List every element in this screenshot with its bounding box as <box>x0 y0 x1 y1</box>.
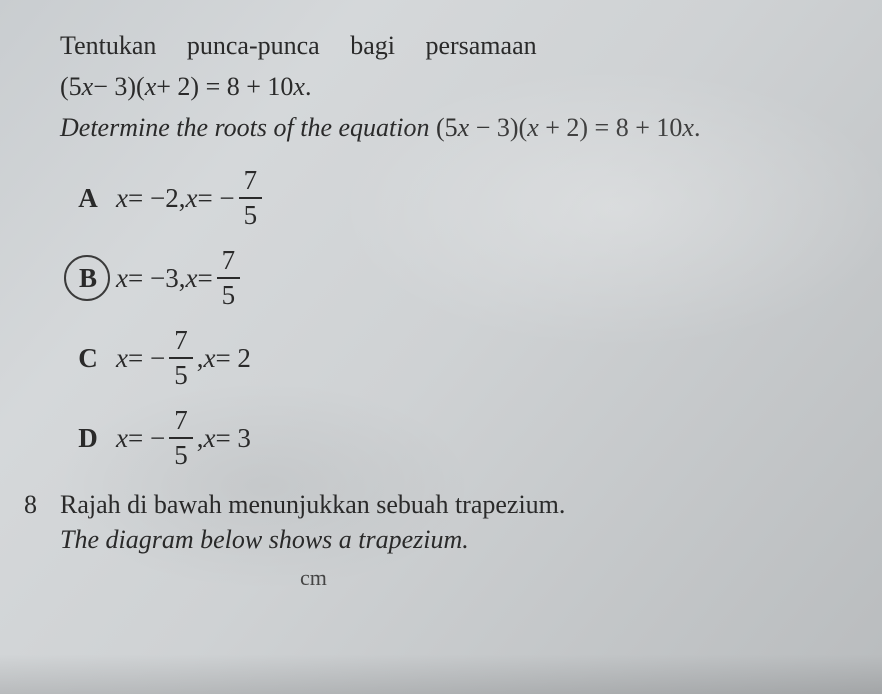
question-8-text: Rajah di bawah menunjukkan sebuah trapez… <box>60 487 565 557</box>
question-equation: (5x − 3)(x + 2) = 8 + 10x. <box>60 69 834 104</box>
options-list: A x = −2, x = − 75 B x = −3, x = 75 C x … <box>60 167 834 469</box>
option-d: D x = − 75 , x = 3 <box>60 407 834 469</box>
option-letter-b: B <box>60 263 116 294</box>
question-block: Tentukan punca-punca bagi persamaan (5x … <box>60 28 834 145</box>
option-a: A x = −2, x = − 75 <box>60 167 834 229</box>
option-b: B x = −3, x = 75 <box>60 247 834 309</box>
question-8-number: 8 <box>24 487 60 557</box>
answer-circle-icon <box>64 255 110 301</box>
question-8-block: 8 Rajah di bawah menunjukkan sebuah trap… <box>24 487 834 557</box>
question-line-ms: Tentukan punca-punca bagi persamaan <box>60 28 834 63</box>
option-letter-d: D <box>60 423 116 454</box>
fragment-cm: cm <box>300 565 834 591</box>
option-math-b: x = −3, x = 75 <box>116 247 244 309</box>
q8-line-ms: Rajah di bawah menunjukkan sebuah trapez… <box>60 487 565 522</box>
page-shadow <box>0 654 882 694</box>
option-letter-c: C <box>60 343 116 374</box>
option-math-d: x = − 75 , x = 3 <box>116 407 251 469</box>
option-c: C x = − 75 , x = 2 <box>60 327 834 389</box>
question-line-en: Determine the roots of the equation (5x … <box>60 110 834 145</box>
option-math-a: x = −2, x = − 75 <box>116 167 266 229</box>
option-letter-a: A <box>60 183 116 214</box>
option-math-c: x = − 75 , x = 2 <box>116 327 251 389</box>
q8-line-en: The diagram below shows a trapezium. <box>60 522 565 557</box>
